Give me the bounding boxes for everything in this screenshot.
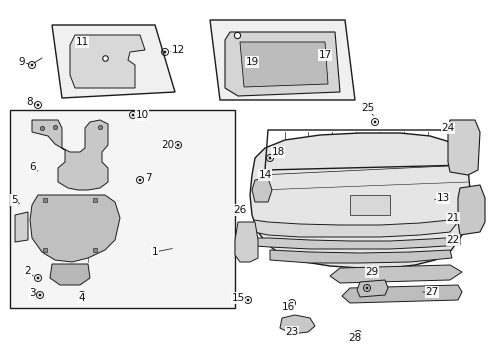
Text: 25: 25: [361, 103, 375, 113]
Polygon shape: [280, 315, 315, 334]
Text: 26: 26: [233, 205, 246, 215]
Text: 20: 20: [161, 140, 174, 150]
Text: 23: 23: [285, 327, 298, 337]
Polygon shape: [15, 212, 28, 242]
Text: 4: 4: [79, 293, 85, 303]
Polygon shape: [250, 133, 470, 268]
Text: 18: 18: [271, 147, 285, 157]
Polygon shape: [235, 222, 258, 262]
Circle shape: [373, 121, 376, 123]
Text: 27: 27: [425, 287, 439, 297]
Text: 13: 13: [437, 193, 450, 203]
Text: 9: 9: [19, 57, 25, 67]
Text: 7: 7: [145, 173, 151, 183]
Text: 15: 15: [231, 293, 245, 303]
Polygon shape: [210, 20, 355, 100]
Polygon shape: [448, 120, 480, 175]
Circle shape: [366, 287, 368, 289]
Polygon shape: [330, 265, 462, 283]
Polygon shape: [255, 237, 460, 249]
Polygon shape: [357, 280, 388, 297]
Text: 5: 5: [11, 195, 17, 205]
Text: 29: 29: [366, 267, 379, 277]
Polygon shape: [70, 35, 145, 88]
Polygon shape: [225, 32, 340, 96]
Circle shape: [39, 294, 41, 296]
Circle shape: [30, 64, 33, 66]
Text: 16: 16: [281, 302, 294, 312]
Circle shape: [37, 276, 39, 279]
Text: 19: 19: [245, 57, 259, 67]
Circle shape: [246, 298, 249, 301]
Text: 24: 24: [441, 123, 455, 133]
Polygon shape: [30, 195, 120, 262]
Circle shape: [357, 333, 359, 336]
Circle shape: [176, 144, 179, 147]
Text: 17: 17: [318, 50, 332, 60]
Text: 14: 14: [258, 170, 271, 180]
Text: 2: 2: [24, 266, 31, 276]
Circle shape: [269, 157, 271, 159]
Circle shape: [132, 114, 134, 116]
Polygon shape: [342, 285, 462, 303]
Text: 22: 22: [446, 235, 460, 245]
Text: 21: 21: [446, 213, 460, 223]
Text: 10: 10: [135, 110, 148, 120]
Circle shape: [80, 294, 83, 296]
Polygon shape: [32, 120, 108, 190]
Polygon shape: [458, 185, 485, 235]
Circle shape: [291, 302, 294, 305]
Text: 8: 8: [26, 97, 33, 107]
Circle shape: [139, 179, 142, 181]
Circle shape: [37, 104, 39, 107]
Text: 12: 12: [172, 45, 185, 55]
Text: 11: 11: [75, 37, 89, 47]
Text: 3: 3: [29, 288, 35, 298]
Polygon shape: [240, 42, 328, 87]
Polygon shape: [10, 110, 235, 308]
Text: 28: 28: [348, 333, 362, 343]
Polygon shape: [252, 178, 272, 202]
Text: 1: 1: [152, 247, 158, 257]
Text: 6: 6: [30, 162, 36, 172]
Circle shape: [164, 51, 167, 53]
Polygon shape: [52, 25, 175, 98]
Bar: [350, 195, 390, 215]
Polygon shape: [270, 250, 452, 263]
Polygon shape: [254, 220, 458, 237]
Polygon shape: [50, 264, 90, 285]
